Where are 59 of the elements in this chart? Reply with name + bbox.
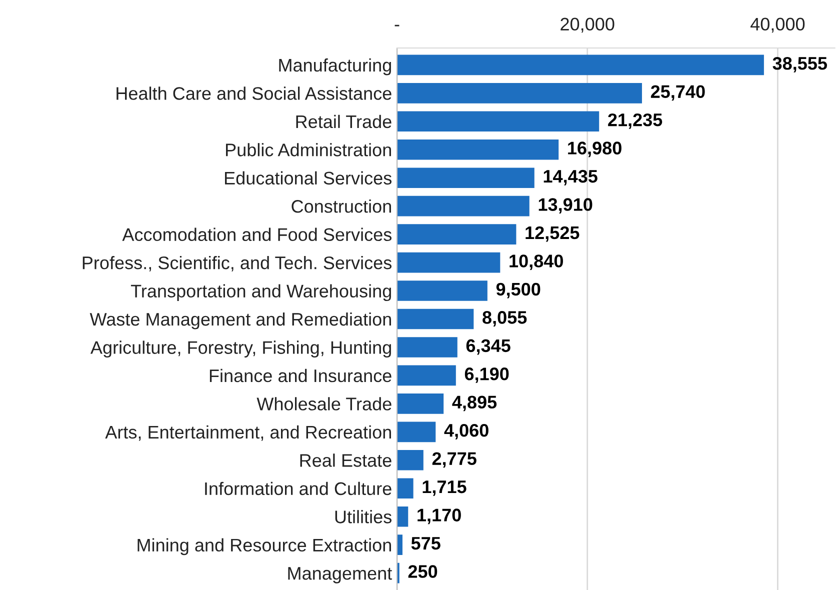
y-tick-label: Management — [288, 567, 392, 584]
bar — [397, 394, 444, 414]
y-tick-label: Public Administration — [226, 143, 391, 156]
bar — [397, 506, 408, 527]
data-label: 8,055 — [482, 311, 527, 326]
y-tick-label: Information and Culture — [205, 482, 392, 496]
data-label: 38,555 — [772, 57, 827, 72]
y-tick-label: Finance and Insurance — [210, 368, 392, 382]
data-label: 12,525 — [526, 226, 580, 242]
data-label: 10,840 — [510, 254, 563, 270]
bar — [397, 478, 414, 499]
bar — [397, 168, 534, 188]
data-label: 9,500 — [496, 282, 540, 298]
data-label: 2,775 — [432, 452, 476, 468]
bar — [397, 534, 402, 555]
data-label: 6,345 — [466, 339, 510, 355]
bar — [397, 365, 456, 386]
x-tick-label: 40,000 — [750, 18, 805, 33]
y-tick-label: Arts, Entertainment, and Recreation — [105, 425, 391, 441]
y-tick-label: Manufacturing — [279, 58, 391, 76]
bar — [397, 196, 530, 216]
bar — [397, 422, 436, 442]
y-tick-label: Utilities — [335, 510, 392, 524]
bar — [397, 337, 458, 358]
data-label: 575 — [411, 537, 440, 550]
y-tick-label: Health Care and Social Assistance — [116, 86, 392, 100]
data-label: 1,715 — [422, 480, 466, 496]
data-label: 25,740 — [650, 85, 705, 101]
y-tick-label: Wholesale Trade — [256, 397, 392, 410]
x-tick-label: - — [394, 24, 400, 26]
bar — [397, 280, 488, 301]
y-tick-label: Profess., Scientific, and Tech. Services — [82, 256, 392, 272]
y-tick-label: Agriculture, Forestry, Fishing, Hunting — [90, 340, 391, 358]
bar — [397, 83, 642, 104]
bar — [397, 54, 764, 76]
y-tick-label: Waste Management and Remediation — [90, 312, 391, 330]
data-label: 16,980 — [568, 142, 622, 158]
data-label: 4,060 — [444, 424, 488, 440]
data-label: 21,235 — [608, 113, 662, 129]
y-tick-label: Real Estate — [300, 454, 392, 467]
data-label: 250 — [408, 565, 438, 578]
bar — [397, 224, 516, 244]
y-tick-label: Mining and Resource Extraction — [138, 538, 391, 556]
x-tick-label: 20,000 — [560, 18, 614, 33]
y-tick-label: Transportation and Warehousing — [130, 284, 391, 302]
data-label: 14,435 — [544, 170, 598, 186]
data-label: 13,910 — [538, 198, 592, 214]
bar — [397, 139, 559, 160]
bar — [397, 111, 600, 132]
y-tick-label: Retail Trade — [296, 114, 392, 128]
bar — [397, 308, 474, 330]
bar — [397, 252, 500, 273]
y-tick-label: Construction — [292, 200, 391, 213]
y-tick-label: Accomodation and Food Services — [122, 228, 392, 242]
y-tick-label: Educational Services — [225, 171, 392, 185]
data-label: 4,895 — [452, 396, 497, 412]
data-label: 1,170 — [418, 508, 461, 524]
bar — [397, 450, 424, 470]
data-label: 6,190 — [464, 368, 509, 383]
